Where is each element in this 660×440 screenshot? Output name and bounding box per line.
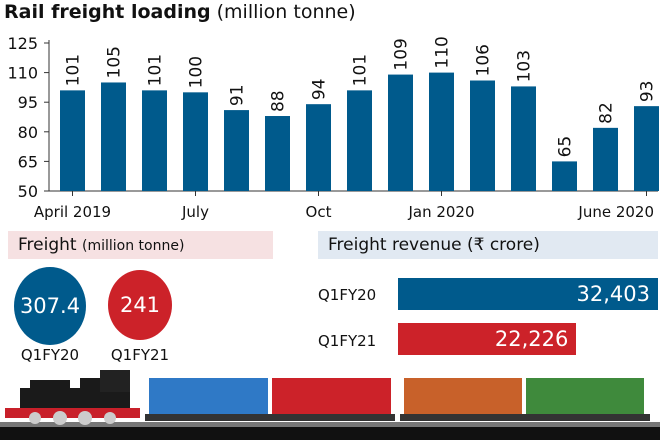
data-label: 88 xyxy=(269,90,289,112)
chart-title: Rail freight loading (million tonne) xyxy=(4,1,356,23)
track xyxy=(0,427,660,440)
y-tick-label: 50 xyxy=(18,182,38,201)
container-orange xyxy=(404,378,522,414)
hbar-q1fy20: 32,403 xyxy=(398,278,658,310)
bar-chart: 50 65 80 95 110 125 101 105 101 100 91 88 94 101 109 11… xyxy=(7,34,659,221)
hbar-label-q1fy21: Q1FY21 xyxy=(318,332,377,350)
bar-mar-2020 xyxy=(511,86,536,191)
bubble-label-q1fy20: Q1FY20 xyxy=(20,346,80,364)
bar-nov-2019 xyxy=(347,90,372,191)
bubble-q1fy20: 307.4 xyxy=(14,267,86,345)
bar-dec-2019 xyxy=(388,74,413,191)
data-label: 106 xyxy=(474,44,494,76)
x-tick-label: June 2020 xyxy=(577,203,654,221)
container-green xyxy=(526,378,644,414)
data-label: 101 xyxy=(146,54,166,86)
rail xyxy=(0,422,660,427)
bar-apr-2020 xyxy=(552,161,577,191)
bar-jun-2019 xyxy=(142,90,167,191)
bar-oct-2019 xyxy=(306,104,331,191)
bar-jun-2020 xyxy=(634,106,659,191)
data-label: 105 xyxy=(105,46,125,78)
bar-jul-2019 xyxy=(183,92,208,191)
data-label: 91 xyxy=(228,84,248,106)
bar-aug-2019 xyxy=(224,110,249,191)
wagon-2 xyxy=(400,414,650,421)
data-label: 109 xyxy=(392,38,412,70)
bar-may-2019 xyxy=(101,82,126,191)
bar-may-2020 xyxy=(593,127,618,191)
hbar-label-q1fy20: Q1FY20 xyxy=(318,286,377,304)
data-label: 65 xyxy=(556,136,576,158)
y-tick-label: 95 xyxy=(18,93,38,112)
data-label: 101 xyxy=(64,54,84,86)
bar-feb-2020 xyxy=(470,80,495,191)
data-label: 82 xyxy=(597,102,617,124)
data-label: 103 xyxy=(515,50,535,82)
y-tick-label: 110 xyxy=(7,64,38,83)
data-label: 93 xyxy=(638,81,658,103)
bar-jan-2020 xyxy=(429,72,454,191)
y-tick-label: 65 xyxy=(18,152,38,171)
x-tick-label: Oct xyxy=(306,203,332,221)
y-tick-label: 80 xyxy=(18,123,38,142)
data-label: 110 xyxy=(433,36,453,68)
bubble-label-q1fy21: Q1FY21 xyxy=(110,346,170,364)
freight-header: Freight (million tonne) xyxy=(8,231,273,259)
bar-sep-2019 xyxy=(265,116,290,191)
container-red xyxy=(272,378,391,414)
bubble-q1fy21: 241 xyxy=(108,270,172,340)
bar-apr-2019 xyxy=(60,90,85,191)
data-label: 101 xyxy=(351,54,371,86)
hbar-q1fy21: 22,226 xyxy=(398,323,577,355)
x-tick-label: April 2019 xyxy=(34,203,111,221)
data-label: 100 xyxy=(187,56,207,88)
x-tick-label: July xyxy=(181,203,209,221)
locomotive-icon xyxy=(5,370,140,425)
data-label: 94 xyxy=(310,79,330,101)
container-blue xyxy=(149,378,268,414)
revenue-header: Freight revenue (₹ crore) xyxy=(318,231,658,259)
x-tick-label: Jan 2020 xyxy=(407,203,474,221)
y-tick-label: 125 xyxy=(7,34,38,53)
wagon-1 xyxy=(145,414,395,421)
